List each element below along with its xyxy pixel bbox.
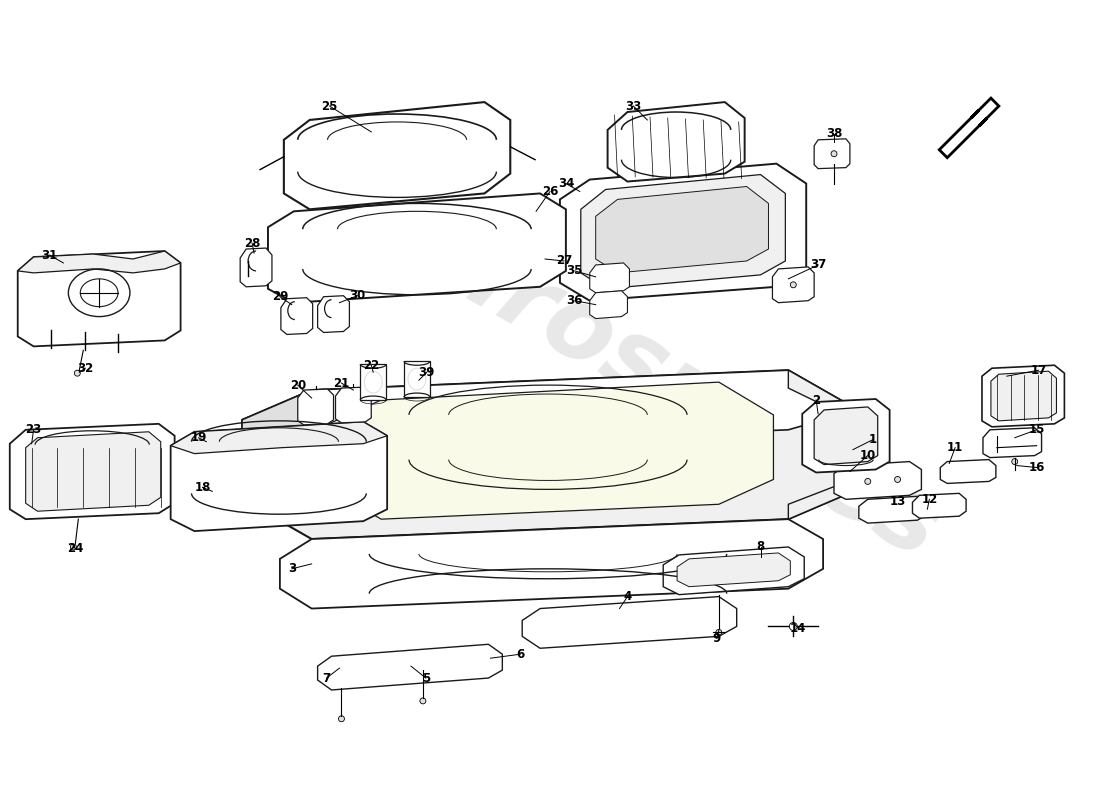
Polygon shape xyxy=(607,102,745,182)
Text: 34: 34 xyxy=(558,177,574,190)
Text: 17: 17 xyxy=(1031,364,1047,377)
Text: 38: 38 xyxy=(826,127,843,140)
Polygon shape xyxy=(298,389,333,425)
Polygon shape xyxy=(170,422,387,531)
Polygon shape xyxy=(834,462,922,499)
Text: 1: 1 xyxy=(869,434,877,446)
Text: 21: 21 xyxy=(333,377,350,390)
Text: 6: 6 xyxy=(516,648,525,661)
Text: 33: 33 xyxy=(625,99,641,113)
Circle shape xyxy=(75,370,80,376)
Polygon shape xyxy=(590,263,629,293)
Polygon shape xyxy=(982,366,1065,427)
Polygon shape xyxy=(404,362,430,397)
Polygon shape xyxy=(802,399,890,473)
Text: 24: 24 xyxy=(67,542,84,555)
Polygon shape xyxy=(814,139,850,169)
Polygon shape xyxy=(581,174,785,289)
Circle shape xyxy=(865,478,871,485)
Circle shape xyxy=(1012,458,1018,465)
Polygon shape xyxy=(284,102,510,210)
Polygon shape xyxy=(940,459,996,483)
Circle shape xyxy=(70,544,76,550)
Polygon shape xyxy=(596,186,769,273)
Circle shape xyxy=(339,716,344,722)
Text: 39: 39 xyxy=(419,366,435,378)
Polygon shape xyxy=(18,251,180,346)
Polygon shape xyxy=(814,407,878,465)
Circle shape xyxy=(790,622,798,630)
Text: 15: 15 xyxy=(1028,423,1045,436)
Text: 27: 27 xyxy=(556,254,572,267)
Polygon shape xyxy=(560,164,806,301)
Circle shape xyxy=(894,477,901,482)
Text: 2: 2 xyxy=(812,394,821,406)
Polygon shape xyxy=(242,370,858,539)
Text: 11: 11 xyxy=(947,441,964,454)
Polygon shape xyxy=(242,390,311,479)
Polygon shape xyxy=(361,364,386,400)
Polygon shape xyxy=(859,496,926,523)
Polygon shape xyxy=(242,370,858,450)
Text: 30: 30 xyxy=(349,290,365,302)
Polygon shape xyxy=(327,382,773,519)
Text: 10: 10 xyxy=(860,449,876,462)
Polygon shape xyxy=(678,553,790,586)
Text: 13: 13 xyxy=(890,494,905,508)
Text: 19: 19 xyxy=(190,431,207,444)
Text: 9: 9 xyxy=(713,632,721,645)
Text: 4: 4 xyxy=(624,590,631,603)
Text: 35: 35 xyxy=(566,265,583,278)
Text: 18: 18 xyxy=(195,481,210,494)
Polygon shape xyxy=(590,290,627,318)
Polygon shape xyxy=(939,98,999,158)
Text: 8: 8 xyxy=(757,541,764,554)
Text: eurospares: eurospares xyxy=(361,180,957,580)
Polygon shape xyxy=(789,370,858,519)
Text: 37: 37 xyxy=(810,258,826,271)
Polygon shape xyxy=(772,267,814,302)
Polygon shape xyxy=(991,371,1056,421)
Text: 28: 28 xyxy=(244,237,261,250)
Polygon shape xyxy=(913,494,966,518)
Circle shape xyxy=(790,282,796,288)
Text: a passion since 1985: a passion since 1985 xyxy=(352,377,708,602)
Text: 29: 29 xyxy=(272,290,288,303)
Text: 36: 36 xyxy=(566,294,583,307)
Polygon shape xyxy=(983,428,1042,458)
Text: 12: 12 xyxy=(921,493,937,506)
Text: 32: 32 xyxy=(77,362,94,374)
Polygon shape xyxy=(10,424,175,519)
Text: 31: 31 xyxy=(42,249,57,262)
Text: 20: 20 xyxy=(289,378,306,392)
Polygon shape xyxy=(279,519,823,609)
Circle shape xyxy=(830,150,837,157)
Text: 25: 25 xyxy=(321,99,338,113)
Text: 26: 26 xyxy=(542,185,558,198)
Polygon shape xyxy=(336,387,372,423)
Text: 5: 5 xyxy=(421,671,430,685)
Polygon shape xyxy=(170,422,387,454)
Text: 14: 14 xyxy=(790,622,806,635)
Polygon shape xyxy=(240,248,272,286)
Polygon shape xyxy=(280,298,312,334)
Circle shape xyxy=(420,698,426,704)
Text: 22: 22 xyxy=(363,358,379,372)
Polygon shape xyxy=(663,547,804,594)
Circle shape xyxy=(716,630,722,635)
Polygon shape xyxy=(18,251,180,273)
Text: 16: 16 xyxy=(1028,461,1045,474)
Polygon shape xyxy=(522,597,737,648)
Polygon shape xyxy=(318,296,350,333)
Polygon shape xyxy=(318,644,503,690)
Text: 3: 3 xyxy=(288,562,296,575)
Polygon shape xyxy=(25,432,161,511)
Text: 7: 7 xyxy=(322,671,331,685)
Text: 23: 23 xyxy=(25,423,42,436)
Polygon shape xyxy=(268,194,565,302)
